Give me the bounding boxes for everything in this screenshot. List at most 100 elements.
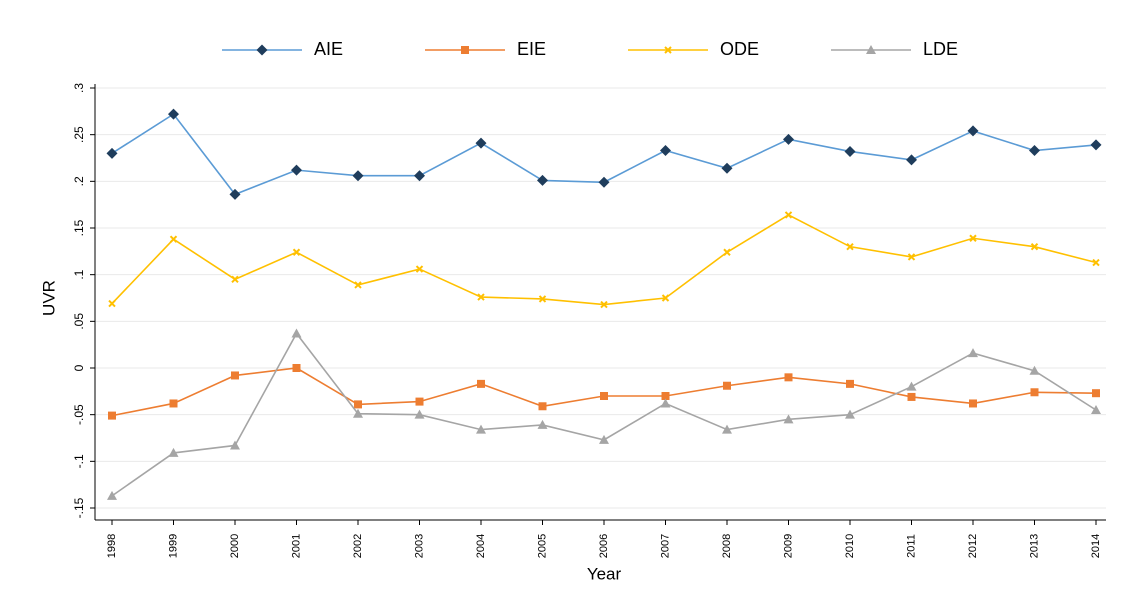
marker: [664, 46, 672, 54]
marker: [1029, 145, 1040, 157]
x-tick-label: 1999: [167, 534, 179, 558]
marker: [461, 46, 469, 54]
marker: [414, 409, 425, 419]
marker: [169, 399, 178, 408]
marker: [967, 125, 979, 137]
x-tick-label: 2014: [1090, 534, 1102, 558]
marker: [783, 133, 794, 145]
marker: [1090, 139, 1102, 151]
marker: [169, 235, 178, 243]
marker: [256, 44, 268, 56]
marker: [538, 295, 547, 303]
marker: [230, 440, 240, 450]
marker: [844, 145, 856, 157]
marker: [106, 147, 118, 159]
marker: [537, 174, 548, 186]
marker: [906, 154, 917, 166]
legend-label: EIE: [517, 39, 546, 59]
legend-label: ODE: [720, 39, 759, 59]
marker: [845, 409, 855, 419]
x-tick-label: 2005: [536, 534, 548, 558]
series-line: [111, 367, 1097, 417]
marker: [1030, 242, 1039, 251]
marker: [599, 434, 609, 444]
marker: [108, 299, 116, 308]
marker: [846, 242, 854, 251]
y-tick-label: .25: [72, 126, 86, 143]
y-tick-label: .3: [72, 83, 86, 93]
marker: [722, 424, 732, 434]
y-tick-label: .1: [72, 269, 86, 279]
y-tick-label: .15: [72, 219, 86, 236]
marker: [661, 294, 670, 302]
marker: [414, 170, 425, 182]
y-tick-label: 0: [72, 364, 86, 371]
marker: [475, 137, 487, 149]
marker: [353, 408, 363, 418]
marker: [1092, 258, 1100, 267]
marker: [907, 392, 916, 401]
marker: [291, 164, 302, 176]
marker: [969, 234, 977, 242]
marker: [231, 275, 239, 284]
marker: [292, 248, 301, 256]
marker: [231, 371, 239, 380]
x-tick-label: 2010: [844, 534, 856, 558]
x-tick-label: 2013: [1028, 534, 1040, 558]
marker: [291, 328, 302, 338]
marker: [783, 414, 794, 424]
x-tick-label: 2006: [598, 534, 610, 558]
x-axis-label: Year: [587, 564, 622, 583]
marker: [1092, 389, 1100, 398]
marker: [354, 281, 362, 289]
marker: [723, 248, 731, 256]
x-tick-label: 2008: [721, 534, 733, 558]
marker: [1091, 405, 1101, 414]
marker: [906, 381, 917, 391]
legend-label: AIE: [314, 39, 343, 59]
marker: [784, 373, 793, 382]
x-tick-label: 2004: [475, 534, 487, 558]
marker: [354, 400, 362, 409]
y-tick-label: -.05: [72, 404, 86, 425]
marker: [168, 108, 179, 120]
legend-label: LDE: [923, 39, 958, 59]
x-tick-label: 2009: [782, 534, 794, 558]
marker: [866, 45, 876, 54]
x-tick-label: 2011: [905, 534, 917, 558]
marker: [723, 381, 731, 390]
marker: [598, 176, 610, 188]
marker: [660, 145, 671, 157]
marker: [415, 265, 424, 273]
marker: [969, 399, 977, 408]
marker: [229, 188, 241, 200]
marker: [538, 402, 547, 411]
marker: [107, 490, 117, 500]
marker: [477, 293, 485, 301]
marker: [352, 170, 364, 182]
marker: [168, 447, 179, 457]
marker: [968, 348, 978, 358]
y-tick-label: .05: [72, 313, 86, 330]
x-tick-label: 2001: [290, 534, 302, 558]
x-tick-label: 1998: [106, 534, 118, 558]
y-axis-label: UVR: [39, 280, 58, 316]
marker: [292, 364, 301, 372]
y-tick-label: -.1: [72, 454, 86, 468]
x-tick-label: 2007: [659, 534, 671, 558]
x-tick-label: 2002: [352, 534, 364, 558]
x-tick-label: 2012: [967, 534, 979, 558]
marker: [1030, 388, 1039, 397]
y-tick-label: -.15: [72, 497, 86, 518]
marker: [477, 379, 485, 388]
marker: [537, 419, 548, 429]
marker: [721, 162, 733, 174]
x-tick-label: 2000: [229, 534, 241, 558]
marker: [600, 300, 608, 309]
marker: [907, 253, 916, 261]
marker: [1029, 365, 1040, 375]
y-tick-label: .2: [72, 176, 86, 186]
marker: [476, 424, 486, 434]
marker: [784, 211, 793, 219]
